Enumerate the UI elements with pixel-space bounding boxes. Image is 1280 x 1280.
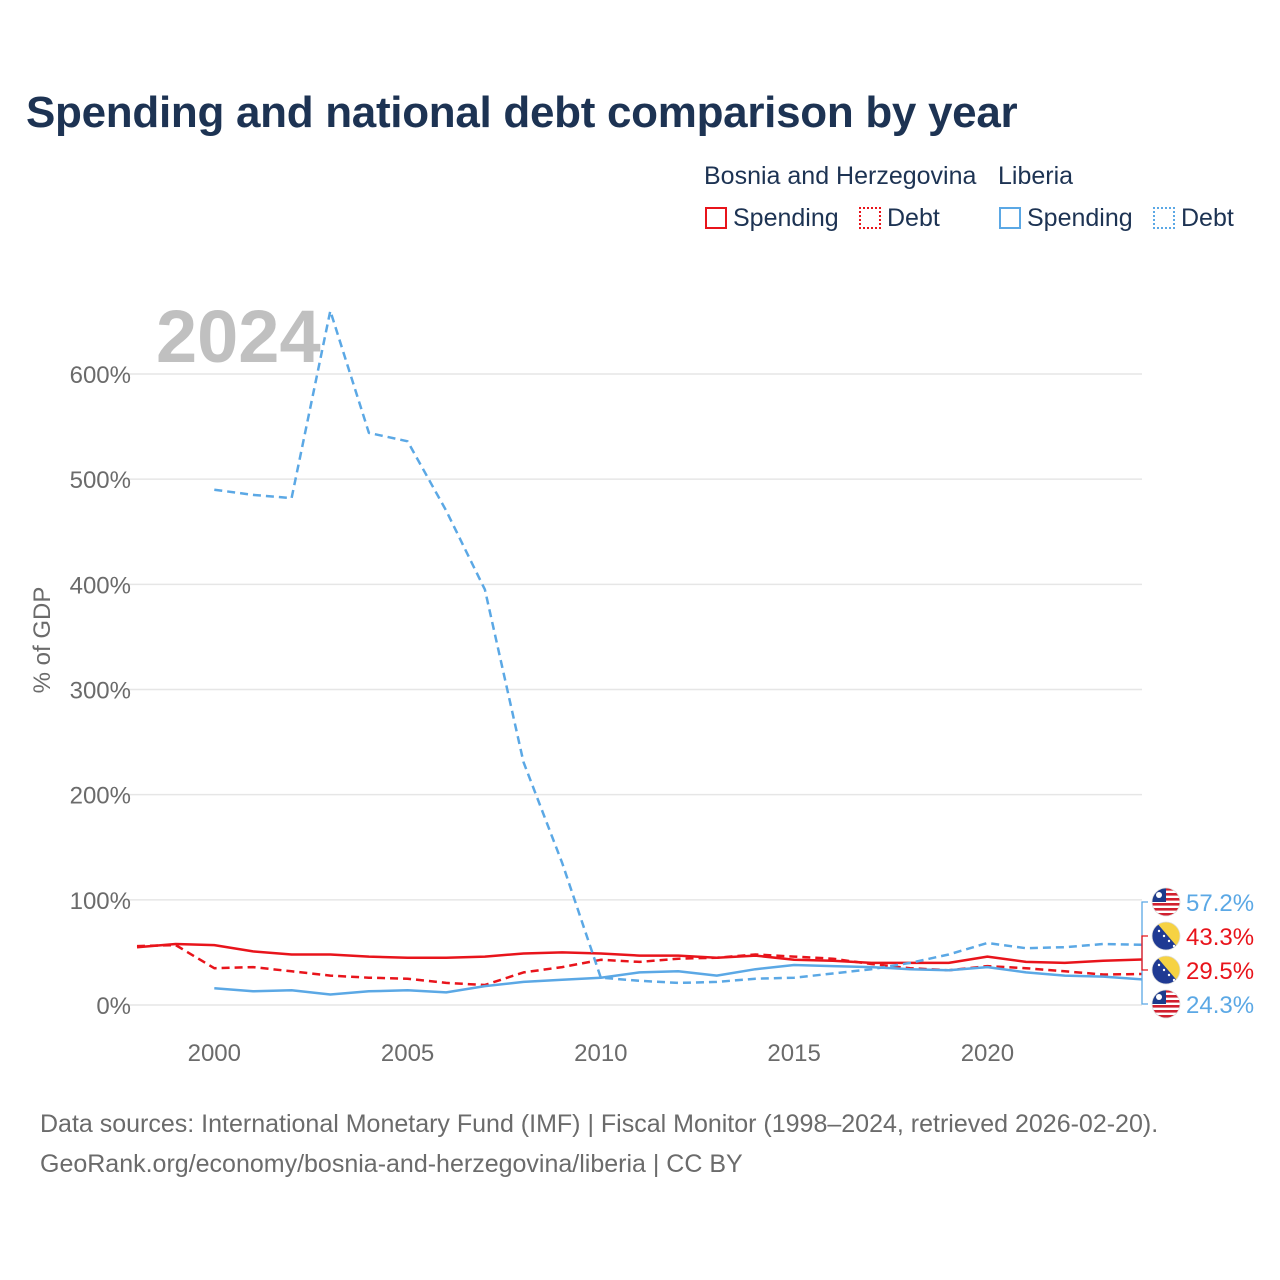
y-tick-label: 400% — [70, 572, 131, 599]
bosnia-connector — [1141, 935, 1148, 971]
legend-label: Spending — [1027, 204, 1133, 232]
bosnia-flag-icon — [1151, 955, 1181, 985]
legend-item-liberia-debt[interactable]: Debt — [1153, 204, 1234, 233]
data-source-text: Data sources: International Monetary Fun… — [40, 1110, 1159, 1138]
x-tick-label: 2020 — [961, 1040, 1014, 1067]
end-value-label: 43.3% — [1186, 924, 1254, 951]
solid-swatch-icon — [999, 207, 1021, 229]
legend-item-bosnia-spending[interactable]: Spending — [705, 204, 839, 233]
liberia-flag-icon — [1151, 887, 1181, 917]
liberia-connector — [1141, 901, 1148, 1005]
legend-item-bosnia-debt[interactable]: Debt — [859, 204, 940, 233]
series-line-liberia-debt[interactable] — [214, 309, 1143, 985]
legend-label: Debt — [1181, 204, 1234, 232]
chart-title: Spending and national debt comparison by… — [26, 88, 1018, 137]
footer: Data sources: International Monetary Fun… — [40, 1104, 1158, 1184]
y-axis-label: % of GDP — [29, 587, 56, 694]
end-value-label: 57.2% — [1186, 890, 1254, 917]
x-tick-label: 2015 — [767, 1040, 820, 1067]
legend-group-liberia: Liberia — [998, 162, 1073, 191]
line-chart: 0% 100% 200% 300% 400% 500% 600% 2000 2005 2010 20… — [29, 295, 1254, 1067]
liberia-flag-icon — [1151, 989, 1181, 1019]
attribution-text: GeoRank.org/economy/bosnia-and-herzegovi… — [40, 1150, 743, 1178]
x-tick-label: 2005 — [381, 1040, 434, 1067]
y-tick-label: 200% — [70, 783, 131, 810]
legend-group-bosnia: Bosnia and Herzegovina — [704, 162, 976, 191]
series-line-bosnia-and-herzegovina-spending[interactable] — [136, 942, 1143, 965]
y-tick-label: 100% — [70, 888, 131, 915]
legend-label: Debt — [887, 204, 940, 232]
y-tick-label: 500% — [70, 467, 131, 494]
x-tick-label: 2000 — [188, 1040, 241, 1067]
legend-item-liberia-spending[interactable]: Spending — [999, 204, 1133, 233]
solid-swatch-icon — [705, 207, 727, 229]
series-line-liberia-spending[interactable] — [214, 963, 1143, 996]
end-value-label: 24.3% — [1186, 992, 1254, 1019]
legend-group-label: Liberia — [998, 162, 1074, 190]
year-label: 2024 — [156, 295, 321, 378]
y-tick-label: 0% — [96, 993, 131, 1020]
end-value-label: 29.5% — [1186, 958, 1254, 985]
legend-group-label: Bosnia and Herzegovina — [704, 162, 977, 190]
x-tick-label: 2010 — [574, 1040, 627, 1067]
bosnia-flag-icon — [1151, 921, 1181, 951]
dotted-swatch-icon — [859, 207, 881, 229]
dotted-swatch-icon — [1153, 207, 1175, 229]
legend-label: Spending — [733, 204, 839, 232]
series-line-bosnia-and-herzegovina-debt[interactable] — [136, 943, 1143, 987]
y-tick-label: 300% — [70, 678, 131, 705]
y-tick-label: 600% — [70, 362, 131, 389]
